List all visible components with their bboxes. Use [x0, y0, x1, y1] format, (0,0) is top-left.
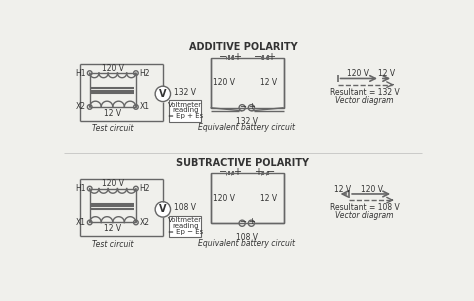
Text: Resultant = 132 V: Resultant = 132 V [330, 88, 400, 97]
Text: −: − [254, 52, 262, 62]
Text: 12 V: 12 V [335, 185, 352, 194]
Text: 12 V: 12 V [104, 224, 121, 233]
Text: +: + [267, 52, 275, 62]
Text: −: − [219, 167, 227, 177]
Text: X2: X2 [140, 218, 150, 227]
Text: Equivalent battery circuit: Equivalent battery circuit [198, 239, 295, 248]
Text: SUBTRACTIVE POLARITY: SUBTRACTIVE POLARITY [176, 158, 310, 168]
Text: 120 V: 120 V [347, 69, 369, 78]
Text: 108 V: 108 V [236, 233, 258, 242]
Text: reading: reading [172, 222, 199, 228]
Text: +: + [233, 52, 241, 62]
Circle shape [155, 86, 171, 101]
Text: −: − [238, 102, 246, 111]
Text: 12 V: 12 V [260, 194, 277, 203]
Text: = Ep + Es: = Ep + Es [167, 113, 203, 119]
Text: +: + [248, 102, 255, 111]
Text: Test circuit: Test circuit [92, 240, 134, 249]
Text: V: V [159, 204, 166, 214]
Text: Vector diagram: Vector diagram [335, 211, 394, 220]
Text: Test circuit: Test circuit [92, 124, 134, 133]
Text: X1: X1 [140, 102, 150, 111]
Circle shape [155, 202, 171, 217]
Text: −: − [238, 217, 246, 226]
Text: 132 V: 132 V [174, 88, 196, 97]
Text: Resultant = 108 V: Resultant = 108 V [330, 203, 400, 212]
Text: X1: X1 [76, 218, 86, 227]
Text: 108 V: 108 V [174, 203, 196, 212]
Text: 120 V: 120 V [213, 194, 236, 203]
Text: H2: H2 [140, 184, 150, 193]
Bar [210, 173, 284, 223]
Bar [210, 58, 284, 108]
Text: 12 V: 12 V [260, 78, 277, 87]
Text: +: + [254, 167, 262, 177]
Text: 120 V: 120 V [102, 64, 124, 73]
Text: 132 V: 132 V [236, 117, 258, 126]
Text: H1: H1 [75, 69, 86, 78]
Text: Voltmeter: Voltmeter [168, 102, 202, 108]
Text: Voltmeter: Voltmeter [168, 217, 202, 223]
Text: Equivalent battery circuit: Equivalent battery circuit [198, 123, 295, 132]
Text: Vector diagram: Vector diagram [335, 95, 394, 104]
Text: ADDITIVE POLARITY: ADDITIVE POLARITY [189, 42, 297, 52]
Text: 120 V: 120 V [361, 185, 383, 194]
Text: −: − [219, 52, 227, 62]
Text: +: + [248, 217, 255, 226]
Text: = Ep − Es: = Ep − Es [167, 229, 203, 235]
Text: V: V [159, 89, 166, 99]
Text: 12 V: 12 V [378, 69, 395, 78]
FancyBboxPatch shape [169, 216, 201, 237]
Text: X2: X2 [76, 102, 86, 111]
FancyBboxPatch shape [169, 100, 201, 122]
Text: 120 V: 120 V [213, 78, 236, 87]
Text: +: + [233, 167, 241, 177]
Text: H1: H1 [75, 184, 86, 193]
Text: 12 V: 12 V [104, 109, 121, 118]
Text: −: − [267, 167, 275, 177]
Text: 120 V: 120 V [102, 179, 124, 188]
Text: H2: H2 [140, 69, 150, 78]
Text: reading: reading [172, 107, 199, 113]
